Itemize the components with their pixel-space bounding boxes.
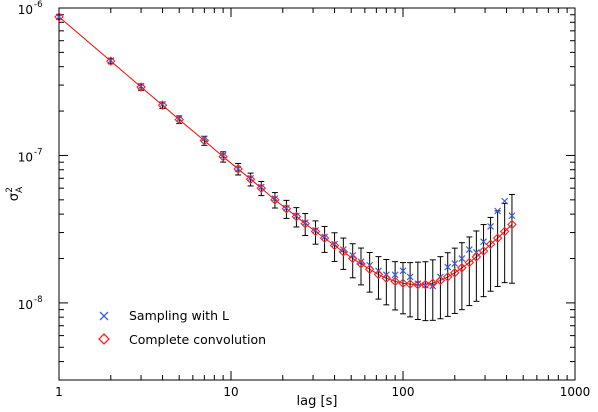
plot-frame bbox=[58, 7, 576, 381]
sampling-point bbox=[487, 223, 495, 230]
convolution-point bbox=[398, 278, 408, 288]
sampling-point bbox=[399, 267, 407, 275]
convolution-point bbox=[428, 278, 438, 288]
sampling-point bbox=[458, 255, 466, 262]
convolution-point bbox=[245, 174, 256, 184]
sampling-point bbox=[429, 282, 437, 290]
sampling-point bbox=[339, 246, 347, 253]
sampling-point bbox=[451, 260, 459, 267]
sampling-point bbox=[349, 251, 357, 259]
y-tick-exponent: -7 bbox=[34, 147, 42, 157]
convolution-point bbox=[291, 211, 302, 222]
sampling-point bbox=[175, 115, 183, 122]
sampling-point bbox=[321, 233, 329, 241]
convolution-point bbox=[413, 279, 423, 290]
sampling-point bbox=[301, 219, 309, 227]
legend-diamond-marker-icon bbox=[98, 333, 110, 345]
sampling-point bbox=[414, 280, 422, 288]
convolution-point bbox=[464, 257, 475, 268]
convolution-point bbox=[136, 82, 146, 92]
convolution-point bbox=[485, 239, 496, 250]
convolution-point bbox=[256, 183, 267, 193]
convolution-point bbox=[492, 233, 503, 243]
sampling-point bbox=[494, 207, 502, 215]
convolution-point bbox=[471, 252, 482, 262]
convolution-point bbox=[347, 253, 358, 264]
x-tick-label: 100 bbox=[392, 385, 415, 399]
convolution-point bbox=[300, 218, 310, 229]
svg-text:σA2: σA2 bbox=[5, 186, 25, 201]
y-tick-label: 10 bbox=[18, 3, 33, 17]
convolution-point bbox=[157, 100, 168, 111]
sampling-point bbox=[200, 135, 208, 143]
sampling-point bbox=[357, 258, 365, 266]
y-tick-exponent: -8 bbox=[34, 295, 42, 305]
convolution-point bbox=[381, 273, 392, 284]
convolution-point bbox=[373, 269, 384, 280]
sampling-point bbox=[292, 212, 300, 220]
convolution-point bbox=[390, 276, 400, 287]
x-tick-label: 1000 bbox=[560, 385, 591, 399]
legend-label-sampling: Sampling with L bbox=[129, 308, 229, 323]
convolution-point bbox=[405, 279, 415, 289]
y-axis-label: σA2 bbox=[5, 186, 25, 201]
series-markers bbox=[54, 12, 517, 290]
sampling-point bbox=[257, 183, 265, 191]
sampling-point bbox=[501, 197, 509, 205]
y-tick-label: 10 bbox=[18, 298, 33, 312]
fit-line bbox=[58, 16, 513, 286]
convolution-point bbox=[105, 56, 116, 66]
sampling-point bbox=[312, 227, 319, 234]
convolution-point bbox=[319, 233, 330, 243]
convolution-point bbox=[329, 240, 340, 251]
convolution-point bbox=[310, 226, 321, 237]
convolution-point bbox=[457, 263, 467, 273]
x-tick-label: 1 bbox=[55, 385, 63, 399]
sampling-point bbox=[271, 195, 279, 202]
sampling-point bbox=[219, 152, 227, 159]
convolution-point bbox=[364, 264, 375, 275]
fit-line-layer bbox=[58, 16, 513, 286]
convolution-point bbox=[281, 203, 292, 214]
legend-item-convolution: Complete convolution bbox=[98, 332, 266, 347]
legend-item-sampling: Sampling with L bbox=[99, 308, 229, 323]
sampling-point bbox=[331, 240, 338, 248]
sampling-point bbox=[406, 273, 414, 281]
sampling-point bbox=[480, 238, 487, 246]
legend-x-marker-icon bbox=[99, 311, 109, 321]
convolution-point bbox=[338, 247, 349, 257]
convolution-point bbox=[199, 135, 210, 146]
convolution-point bbox=[449, 268, 460, 278]
sampling-point bbox=[465, 246, 473, 253]
axis-ticks bbox=[58, 8, 575, 381]
convolution-point bbox=[435, 275, 446, 286]
convolution-point bbox=[478, 246, 489, 256]
convolution-point bbox=[233, 164, 243, 174]
legend: Sampling with L Complete convolution bbox=[98, 308, 266, 347]
y-tick-label: 10 bbox=[18, 150, 33, 164]
convolution-point bbox=[499, 226, 510, 237]
x-axis-label: lag [s] bbox=[297, 394, 338, 409]
sampling-point bbox=[508, 212, 516, 220]
y-tick-exponent: -6 bbox=[34, 0, 42, 10]
convolution-point bbox=[270, 195, 280, 205]
sampling-point bbox=[159, 100, 166, 108]
convolution-point bbox=[420, 279, 431, 290]
convolution-point bbox=[442, 272, 453, 282]
convolution-point bbox=[218, 151, 228, 162]
convolution-point bbox=[174, 114, 185, 125]
convolution-point bbox=[507, 219, 517, 230]
convolution-point bbox=[54, 12, 64, 22]
sampling-point bbox=[391, 271, 399, 279]
sampling-point bbox=[247, 174, 255, 182]
sampling-point bbox=[444, 263, 452, 271]
sampling-point bbox=[137, 82, 145, 90]
convolution-point bbox=[356, 259, 366, 269]
x-tick-label: 10 bbox=[223, 385, 238, 399]
legend-label-convolution: Complete convolution bbox=[129, 332, 266, 347]
